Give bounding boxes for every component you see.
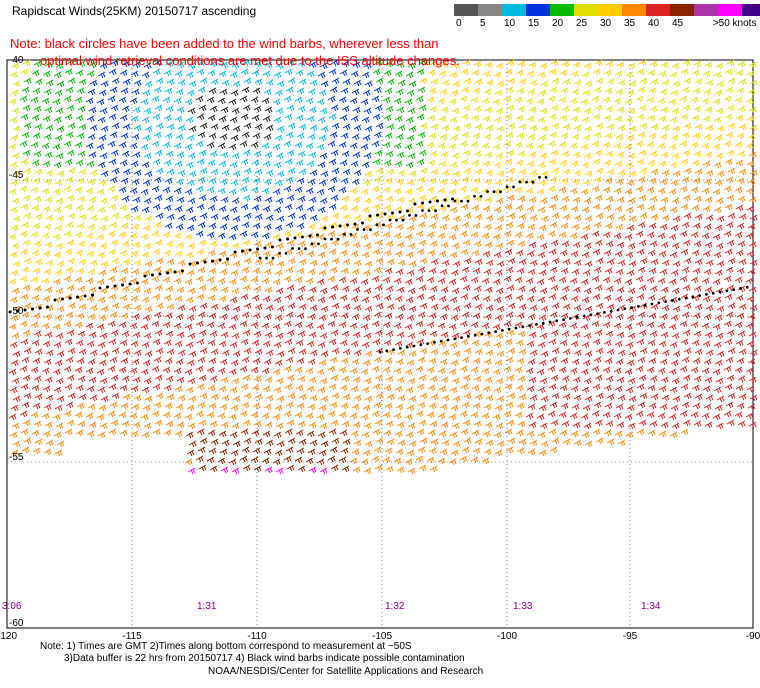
time-label: 1:34 [641, 601, 661, 612]
colorbar-label: 15 [528, 18, 540, 29]
y-tick-label: -60 [9, 618, 24, 629]
colorbar-label: 5 [480, 18, 486, 29]
colorbar-label: 10 [504, 18, 516, 29]
contamination-circles [8, 175, 749, 354]
time-label: 1:32 [385, 601, 405, 612]
x-tick-label: -105 [372, 631, 392, 642]
colorbar-swatch [574, 4, 598, 16]
colorbar-label: 40 [648, 18, 660, 29]
footer-line-2: 3)Data buffer is 22 hrs from 20150717 4)… [64, 653, 465, 664]
y-axis-ticks: -40 -45 -50 -55 -60 [9, 55, 24, 629]
colorbar-swatch [502, 4, 526, 16]
wind-speed-colorbar: 0 5 10 15 20 25 30 35 40 45 >50 knots [454, 4, 760, 30]
colorbar-label: 30 [600, 18, 612, 29]
note-line-2: optimal wind retrieval conditions are me… [40, 53, 460, 68]
colorbar-swatch [622, 4, 646, 16]
x-tick-label: -120 [0, 631, 17, 642]
x-tick-label: -90 [746, 631, 760, 642]
note-line-1: Note: black circles have been added to t… [10, 36, 439, 51]
colorbar-swatch [526, 4, 550, 16]
colorbar-swatch [550, 4, 574, 16]
x-tick-label: -110 [247, 631, 267, 642]
y-tick-label: -50 [9, 306, 24, 317]
grid-lines [7, 60, 753, 628]
time-label: 3:06 [2, 601, 22, 612]
colorbar-swatch [742, 4, 760, 16]
colorbar-label: >50 knots [712, 18, 757, 29]
colorbar-swatch [670, 4, 694, 16]
colorbar-swatch [694, 4, 718, 16]
y-tick-label: -40 [9, 55, 24, 66]
colorbar-swatch [478, 4, 502, 16]
colorbar-swatch [598, 4, 622, 16]
colorbar-swatch [454, 4, 478, 16]
contamination-note: Note: black circles have been added to t… [10, 35, 570, 69]
x-tick-label: -95 [623, 631, 638, 642]
colorbar-label: 0 [456, 18, 462, 29]
y-tick-label: -45 [9, 170, 24, 181]
colorbar-label: 25 [576, 18, 588, 29]
time-label: 1:31 [197, 601, 217, 612]
colorbar-swatch [718, 4, 742, 16]
colorbar-label: 20 [552, 18, 564, 29]
footer-line-3: NOAA/NESDIS/Center for Satellite Applica… [208, 666, 484, 677]
wind-barbs [8, 59, 758, 475]
colorbar-label: 45 [672, 18, 684, 29]
map-title: Rapidscat Winds(25KM) 20150717 ascending [12, 4, 257, 18]
colorbar-label: 35 [624, 18, 636, 29]
x-tick-label: -115 [122, 631, 142, 642]
colorbar-swatch [646, 4, 670, 16]
colorbar-swatches [454, 4, 760, 16]
y-tick-label: -55 [9, 452, 24, 463]
time-label: 1:33 [513, 601, 533, 612]
colorbar-labels: 0 5 10 15 20 25 30 35 40 45 >50 knots [454, 16, 760, 30]
x-axis-ticks: -120 -115 -110 -105 -100 -95 -90 [0, 631, 760, 642]
footer-line-1: Note: 1) Times are GMT 2)Times along bot… [40, 641, 412, 652]
x-tick-label: -100 [497, 631, 517, 642]
time-labels: 3:06 1:31 1:32 1:33 1:34 [2, 601, 661, 612]
